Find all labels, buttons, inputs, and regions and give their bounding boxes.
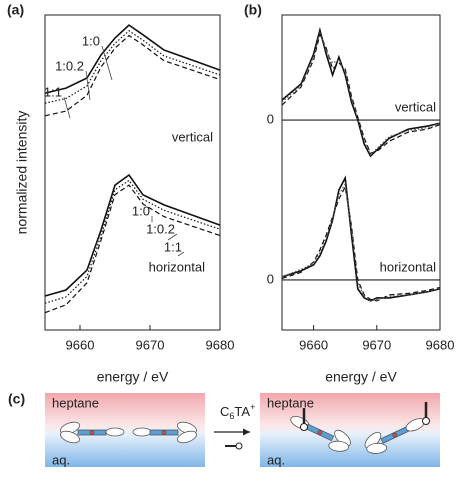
y-tick-label: 0 — [267, 112, 274, 127]
panel-label: (a) — [7, 2, 24, 18]
x-axis-label: energy / eV — [97, 369, 169, 385]
panel-label: (b) — [244, 2, 262, 18]
x-axis-label: energy / eV — [325, 369, 397, 385]
reagent-superscript: + — [250, 402, 255, 412]
reagent-text: C6TA+ — [220, 402, 255, 421]
data-line — [44, 24, 221, 94]
annotation: vertical — [395, 99, 436, 114]
data-line — [281, 185, 441, 302]
annotation: horizontal — [149, 259, 205, 274]
annotation: horizontal — [380, 259, 436, 274]
phase-label: aq. — [52, 452, 70, 467]
molecule — [132, 421, 197, 444]
data-line — [281, 32, 441, 154]
series-label: 1:0 — [132, 203, 150, 218]
molecule — [364, 418, 426, 454]
data-line — [281, 26, 441, 158]
y-axis-label: normalized intensity — [14, 111, 30, 235]
leader-line — [101, 45, 113, 81]
leader-line — [177, 251, 185, 257]
data-line — [44, 34, 221, 117]
data-line — [44, 179, 221, 304]
plot-frame — [44, 14, 221, 331]
molecule — [60, 421, 125, 444]
data-line — [44, 184, 221, 314]
plot-frame — [281, 14, 441, 331]
leader-line — [63, 96, 71, 119]
phase-label: heptane — [52, 395, 99, 410]
data-line — [281, 182, 441, 302]
phase-label: aq. — [267, 452, 285, 467]
surfactant — [422, 417, 430, 425]
data-line — [281, 175, 441, 302]
surfactant — [300, 423, 308, 431]
series-label: 1:1 — [44, 84, 62, 99]
surfactant-icon — [235, 442, 243, 450]
annotation: vertical — [172, 129, 213, 144]
x-tick-label: 9660 — [66, 337, 95, 352]
x-tick-label: 9670 — [136, 337, 165, 352]
series-label: 1:0.2 — [55, 58, 84, 73]
reagent-subscript: 6 — [229, 411, 234, 421]
x-tick-label: 9660 — [299, 337, 328, 352]
phase-label: heptane — [267, 395, 314, 410]
series-label: 1:0 — [82, 33, 100, 48]
reagent-rest: TA — [234, 404, 250, 419]
series-label: 1:1 — [164, 239, 182, 254]
x-tick-label: 9670 — [362, 337, 391, 352]
data-line — [44, 173, 221, 297]
leader-line — [167, 233, 178, 241]
arrow-head — [243, 428, 250, 436]
data-line — [281, 30, 441, 156]
series-label: 1:0.2 — [146, 221, 175, 236]
panel-label: (c) — [8, 391, 25, 407]
y-tick-label: 0 — [267, 271, 274, 286]
reagent-label: C6TA+ — [220, 402, 255, 421]
x-tick-label: 9680 — [206, 337, 235, 352]
x-tick-label: 9680 — [426, 337, 455, 352]
leader-line — [85, 70, 91, 101]
reagent-base: C — [220, 404, 229, 419]
